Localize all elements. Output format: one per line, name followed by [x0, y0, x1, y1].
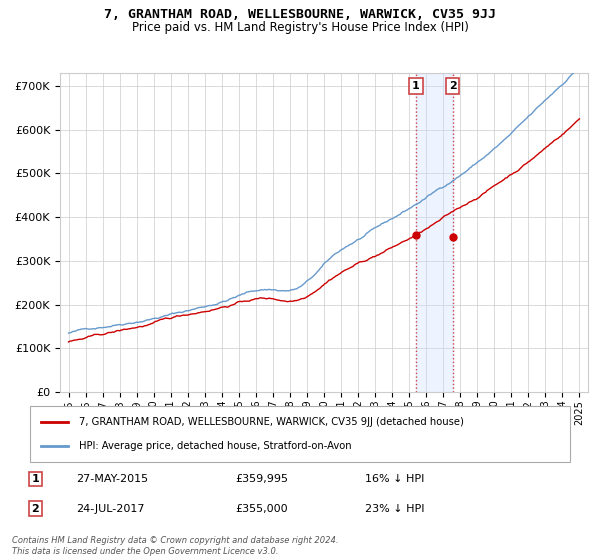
Text: £359,995: £359,995: [235, 474, 288, 484]
Text: 16% ↓ HPI: 16% ↓ HPI: [365, 474, 424, 484]
Text: 2: 2: [449, 81, 457, 91]
Text: 7, GRANTHAM ROAD, WELLESBOURNE, WARWICK, CV35 9JJ (detached house): 7, GRANTHAM ROAD, WELLESBOURNE, WARWICK,…: [79, 417, 463, 427]
Text: 7, GRANTHAM ROAD, WELLESBOURNE, WARWICK, CV35 9JJ: 7, GRANTHAM ROAD, WELLESBOURNE, WARWICK,…: [104, 8, 496, 21]
Text: 27-MAY-2015: 27-MAY-2015: [76, 474, 148, 484]
Text: £355,000: £355,000: [235, 503, 288, 514]
FancyBboxPatch shape: [30, 406, 570, 462]
Text: 2: 2: [32, 503, 39, 514]
Text: Contains HM Land Registry data © Crown copyright and database right 2024.
This d: Contains HM Land Registry data © Crown c…: [12, 536, 338, 556]
Text: 23% ↓ HPI: 23% ↓ HPI: [365, 503, 424, 514]
Text: HPI: Average price, detached house, Stratford-on-Avon: HPI: Average price, detached house, Stra…: [79, 441, 351, 451]
Text: 1: 1: [412, 81, 420, 91]
Bar: [416, 73, 453, 392]
Text: 1: 1: [32, 474, 39, 484]
Text: 24-JUL-2017: 24-JUL-2017: [76, 503, 145, 514]
Text: Price paid vs. HM Land Registry's House Price Index (HPI): Price paid vs. HM Land Registry's House …: [131, 21, 469, 34]
